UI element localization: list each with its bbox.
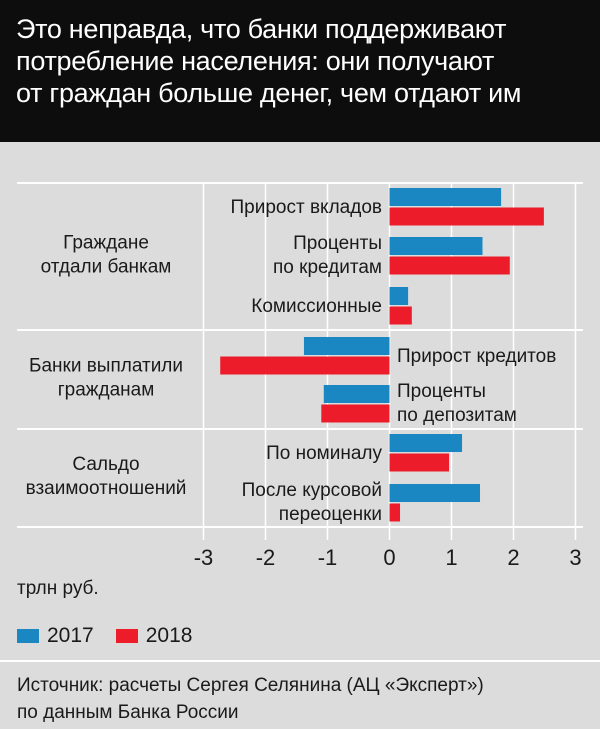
legend-swatch-2017 [17,629,39,643]
category-label: По номиналу [266,443,382,464]
bar-2018 [389,453,450,472]
x-tick-label: -1 [318,545,338,570]
category-label: по депозитам [397,405,517,426]
bar-2017 [389,237,483,255]
bar-2018 [220,356,390,375]
title-line: Это неправда, что банки поддерживают [16,14,507,44]
bar-2017 [323,385,390,403]
bar-2017 [389,484,481,502]
bar-2017 [389,434,463,452]
legend-swatch-2018 [115,629,138,643]
x-tick-label: 3 [569,545,581,570]
category-label: Комиссионные [251,296,382,317]
legend-label-2018: 2018 [145,624,193,647]
group-label: Сальдо [72,454,139,475]
x-tick-label: 0 [383,545,395,570]
title-line: потребление населения: они получают [16,46,495,76]
x-tick-label: 2 [507,545,519,570]
legend-label-2017: 2017 [47,624,94,647]
category-label: Проценты [293,233,382,254]
group-label: отдали банкам [41,257,172,278]
x-tick-label: 1 [445,545,457,570]
divider [0,660,600,662]
category-label: После курсовой [242,480,382,501]
bar-2018 [389,207,544,226]
bar-2017 [303,337,390,355]
x-tick-label: -2 [256,545,276,570]
bar-2018 [389,306,412,325]
bar-2018 [321,404,390,423]
chart-title: Это неправда, что банки поддерживают пот… [0,0,600,142]
source-line: Источник: расчеты Сергея Селянина (АЦ «Э… [17,675,484,696]
category-label: переоценки [279,504,382,525]
x-axis-label: трлн руб. [17,578,99,599]
source-note: Источник: расчеты Сергея Селянина (АЦ «Э… [17,672,484,726]
x-tick-label: -3 [194,545,214,570]
category-label: Проценты [397,381,486,402]
title-line: от граждан больше денег, чем отдают им [16,78,522,108]
bar-2017 [389,287,409,305]
group-label: взаимоотношений [26,478,187,499]
group-label: Граждане [63,233,149,254]
group-label: гражданам [58,380,155,401]
source-line: по данным Банка России [17,702,239,723]
legend: 2017 2018 [17,624,192,648]
bar-2018 [389,256,510,275]
category-label: Прирост кредитов [397,346,556,367]
category-label: Прирост вкладов [231,197,382,218]
category-label: по кредитам [273,257,382,278]
bar-2018 [389,503,401,522]
bar-2017 [389,188,502,206]
bar-chart: -3 -2 -1 0 1 2 3 Граждане отдали банкам Прирост в… [17,182,583,570]
group-label: Банки выплатили [29,356,183,377]
